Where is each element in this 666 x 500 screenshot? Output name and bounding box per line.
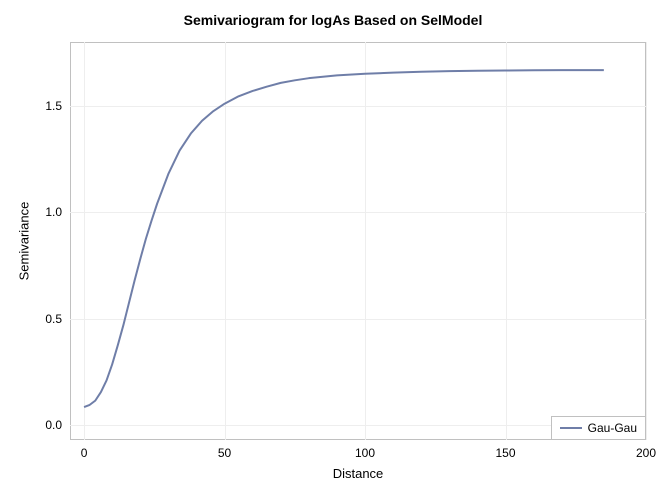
semivariogram-chart: Semivariogram for logAs Based on SelMode… bbox=[0, 0, 666, 500]
legend: Gau-Gau bbox=[551, 416, 646, 440]
legend-swatch bbox=[560, 427, 582, 429]
legend-label: Gau-Gau bbox=[588, 421, 637, 435]
